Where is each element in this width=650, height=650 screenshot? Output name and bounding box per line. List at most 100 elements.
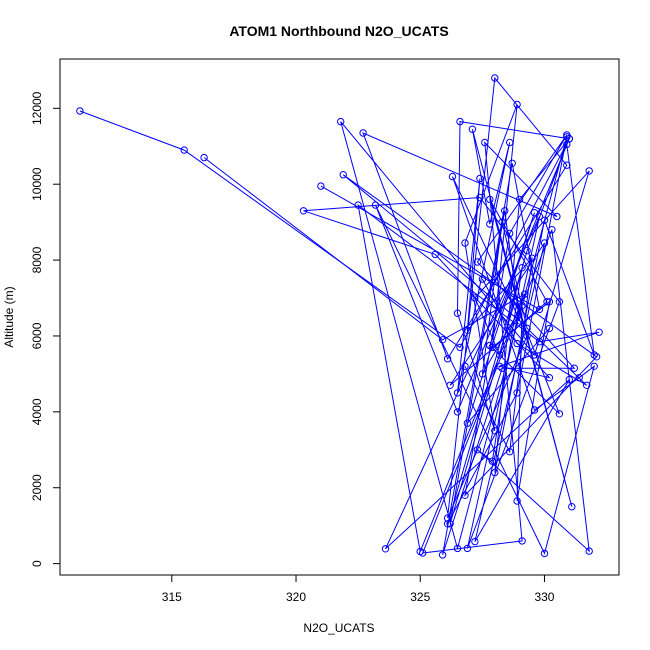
data-point	[488, 457, 496, 465]
data-point	[563, 161, 571, 169]
data-point	[456, 117, 464, 126]
data-point	[498, 218, 506, 226]
y-tick-label: 0	[30, 560, 44, 567]
data-point	[463, 326, 472, 334]
data-point	[486, 220, 494, 228]
data-point	[575, 374, 583, 382]
data-point	[476, 193, 484, 202]
data-point	[528, 254, 536, 262]
data-point	[491, 74, 499, 82]
data-point	[535, 338, 544, 346]
data-point	[508, 159, 516, 168]
data-point	[443, 520, 452, 528]
data-point	[506, 138, 514, 147]
data-point	[565, 375, 573, 384]
data-point	[478, 275, 487, 283]
data-point	[530, 351, 539, 359]
data-point	[515, 317, 524, 325]
y-tick-label: 10000	[30, 167, 44, 201]
data-point	[520, 290, 529, 298]
data-point	[443, 355, 452, 363]
data-point	[506, 229, 514, 238]
data-point	[513, 339, 521, 348]
data-point	[337, 117, 345, 126]
data-point	[540, 549, 549, 558]
data-point	[518, 301, 526, 310]
x-tick-label: 320	[286, 590, 306, 604]
data-point	[568, 503, 576, 511]
x-tick-label: 325	[410, 590, 430, 604]
data-point	[76, 107, 84, 115]
data-point	[545, 324, 554, 333]
data-point	[548, 226, 556, 234]
plot-frame	[59, 58, 620, 576]
y-axis: 0 2000 4000 6000 8000 10000 12000	[30, 91, 60, 567]
data-point	[590, 362, 598, 370]
data-point	[518, 537, 526, 545]
data-point	[359, 129, 367, 137]
data-point	[468, 125, 477, 133]
data-point	[446, 381, 454, 389]
data-point	[583, 381, 591, 389]
data-point	[471, 537, 479, 546]
data-point	[491, 427, 499, 435]
data-point	[317, 182, 325, 190]
y-tick-label: 4000	[30, 398, 44, 425]
data-point	[511, 298, 519, 306]
chart-title: ATOM1 Northbound N2O_UCATS	[229, 23, 448, 39]
data-point	[299, 207, 308, 215]
data-point	[473, 258, 482, 266]
data-point	[461, 239, 469, 247]
data-point	[545, 374, 554, 382]
data-point	[200, 153, 208, 162]
data-point	[530, 209, 539, 217]
y-tick-label: 6000	[30, 322, 44, 349]
data-point	[540, 216, 549, 225]
data-point	[555, 410, 564, 418]
data-point	[592, 353, 601, 361]
data-point	[453, 309, 462, 317]
data-point	[463, 544, 472, 553]
x-axis: 315 320 325 330	[162, 575, 555, 604]
data-point	[563, 131, 571, 139]
data-point	[518, 264, 526, 272]
y-axis-label: Altitude (m)	[2, 286, 16, 347]
series-line-1	[79, 76, 596, 555]
data-point	[506, 448, 514, 456]
data-point	[491, 468, 499, 477]
data-point	[513, 389, 521, 397]
data-point	[354, 201, 362, 209]
data-point	[553, 212, 561, 221]
data-point	[438, 551, 447, 559]
x-axis-label: N2O_UCATS	[303, 621, 374, 635]
data-point	[461, 362, 469, 370]
data-point	[590, 351, 598, 359]
data-point	[570, 364, 578, 372]
data-point	[371, 201, 380, 209]
data-point	[473, 446, 482, 454]
data-point	[461, 491, 469, 499]
data-point	[481, 138, 489, 147]
data-point	[381, 545, 390, 553]
data-point	[530, 406, 539, 414]
data-point	[416, 547, 424, 556]
data-point	[463, 419, 472, 427]
y-tick-label: 12000	[30, 91, 44, 125]
x-tick-label: 315	[162, 590, 182, 604]
series-points	[76, 74, 603, 559]
data-point	[565, 135, 573, 143]
data-point	[453, 389, 462, 397]
data-point	[513, 497, 521, 505]
data-point	[456, 343, 464, 352]
data-point	[476, 174, 484, 183]
data-point	[431, 250, 439, 259]
data-point	[585, 167, 593, 175]
y-tick-label: 8000	[30, 246, 44, 273]
data-point	[446, 520, 454, 528]
data-point	[535, 212, 544, 221]
data-point	[448, 172, 457, 181]
data-point	[523, 246, 531, 255]
x-tick-label: 330	[534, 590, 554, 604]
